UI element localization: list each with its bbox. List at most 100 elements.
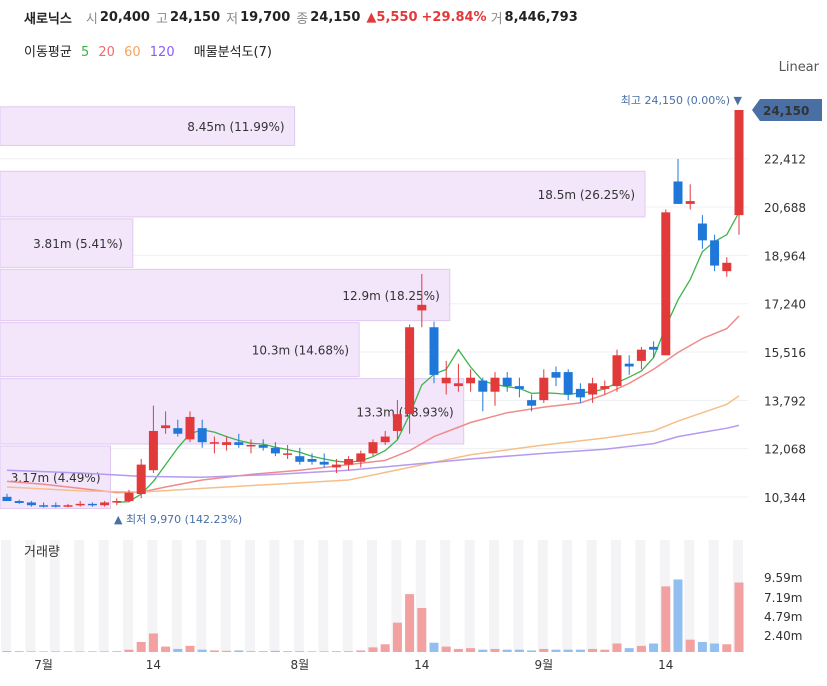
candle-body <box>26 502 36 506</box>
volume-grid-column <box>196 540 207 652</box>
volume-profile-bar <box>0 378 465 445</box>
ma-period-5[interactable]: 5 <box>80 45 90 60</box>
candle-body <box>124 492 134 502</box>
candle-body <box>148 430 158 471</box>
price-tick: 22,412 <box>764 153 806 167</box>
volume-profile-label: 10.3m (14.68%) <box>252 344 349 358</box>
low-value: 19,700 <box>240 9 291 25</box>
candle-body <box>100 502 110 506</box>
volume-bar <box>246 651 256 652</box>
volume-bar <box>258 651 268 652</box>
current-price-marker <box>752 99 822 121</box>
volume-bar <box>124 649 134 652</box>
close-label: 종 <box>296 11 309 27</box>
candle-body <box>429 327 439 375</box>
volume-bar <box>51 651 61 652</box>
volume-grid-column <box>1 540 11 652</box>
volume-bar <box>39 651 49 652</box>
volume-bar <box>197 649 207 652</box>
volume-grid-column <box>293 540 304 652</box>
price-tick: 12,068 <box>764 443 806 457</box>
volume-bar <box>539 648 549 652</box>
candle-body <box>685 201 695 204</box>
volume-bar <box>209 650 219 652</box>
volume-bar <box>368 647 378 652</box>
candle-body <box>636 349 646 361</box>
date-tick: 14 <box>146 658 161 672</box>
volume-profile-toggle[interactable]: 매물분석도(7) <box>193 45 272 60</box>
volume-bar <box>14 651 24 652</box>
volume-bar <box>161 646 171 652</box>
volume-bar <box>673 579 683 652</box>
volume-bar <box>234 650 244 652</box>
volume-tick: 2.40m <box>764 629 802 643</box>
volume-bar <box>490 648 500 652</box>
volume-bar <box>575 649 585 652</box>
ma-period-120[interactable]: 120 <box>149 45 175 60</box>
moving-average-legend[interactable]: 이동평균 5 20 60 120 매물분석도(7) <box>24 41 277 60</box>
volume-bar <box>502 649 512 652</box>
candle-body <box>209 442 219 444</box>
scale-toggle[interactable]: Linear <box>778 60 819 75</box>
candle-body <box>417 304 427 311</box>
candle-body <box>197 428 207 443</box>
volume-bar <box>392 622 402 652</box>
volume-bar <box>429 642 439 652</box>
volume-grid-column <box>245 540 255 652</box>
volume-bar <box>697 641 707 652</box>
candle-body <box>661 212 671 356</box>
volume-profile-label: 18.5m (26.25%) <box>538 188 635 202</box>
candle-body <box>319 461 329 465</box>
volume-grid-column <box>123 540 133 652</box>
candle-body <box>539 377 549 401</box>
date-tick: 8월 <box>290 658 309 672</box>
volume-bar <box>453 648 463 652</box>
volume-profile-bar <box>0 445 112 509</box>
volume-grid-column <box>269 540 280 652</box>
volume-profile-bar <box>0 268 451 322</box>
candle-body <box>39 505 49 507</box>
volume-grid-column <box>708 540 719 652</box>
volume-profile-label: 12.9m (18.25%) <box>342 289 439 303</box>
volume-bar <box>734 582 744 652</box>
candle-body <box>490 377 500 392</box>
ma-period-60[interactable]: 60 <box>124 45 141 60</box>
volume-bar <box>722 644 732 652</box>
volume-bar <box>551 649 561 652</box>
volume-bar <box>661 586 671 652</box>
candle-body <box>392 414 402 431</box>
candles <box>2 110 744 508</box>
volume-bar <box>331 651 341 652</box>
candle-body <box>63 505 73 507</box>
volume-grid-column <box>440 540 451 652</box>
volume-bar <box>136 641 146 652</box>
low-annotation: ▲ 최저 9,970 (142.23%) <box>114 513 242 526</box>
volume-grid-column <box>513 540 524 652</box>
volume-bar <box>563 649 573 652</box>
volume-bar <box>222 650 232 652</box>
candle-body <box>612 355 622 387</box>
candle-body <box>51 505 61 507</box>
volume-tick: 4.79m <box>764 610 802 624</box>
volume-value: 8,446,793 <box>504 9 578 25</box>
candle-body <box>234 442 244 445</box>
volume-grid-column <box>367 540 377 652</box>
candle-body <box>405 327 415 415</box>
volume-bar <box>588 648 598 652</box>
close-value: 24,150 <box>310 9 361 25</box>
volume-profile: 8.45m (11.99%) 18.5m (26.25%) 3.81m (5.41%… <box>0 106 646 509</box>
candle-body <box>453 383 463 387</box>
volume-grid-column <box>74 540 85 652</box>
volume-bar <box>344 651 354 652</box>
volume-grid-column <box>684 540 695 652</box>
current-price-label: 24,150 <box>763 104 809 118</box>
date-tick: 14 <box>414 658 429 672</box>
low-label: 저 <box>226 11 239 27</box>
volume-grid-column <box>464 540 475 652</box>
price-tick: 17,240 <box>764 298 806 312</box>
volume-grid-column <box>635 540 646 652</box>
candle-body <box>112 501 122 503</box>
volume-profile-bar <box>0 170 646 218</box>
ma-period-20[interactable]: 20 <box>98 45 115 60</box>
